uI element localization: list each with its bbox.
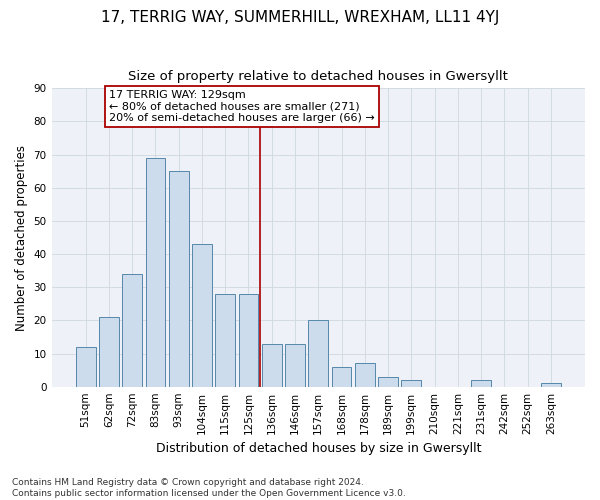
Bar [308,320,328,386]
Bar [122,274,142,386]
Bar [332,367,352,386]
Bar [355,364,374,386]
Text: 17 TERRIG WAY: 129sqm
← 80% of detached houses are smaller (271)
20% of semi-det: 17 TERRIG WAY: 129sqm ← 80% of detached … [109,90,374,123]
Bar [192,244,212,386]
Text: 17, TERRIG WAY, SUMMERHILL, WREXHAM, LL11 4YJ: 17, TERRIG WAY, SUMMERHILL, WREXHAM, LL1… [101,10,499,25]
X-axis label: Distribution of detached houses by size in Gwersyllt: Distribution of detached houses by size … [155,442,481,455]
Bar [76,347,95,387]
Bar [378,376,398,386]
Bar [99,317,119,386]
Title: Size of property relative to detached houses in Gwersyllt: Size of property relative to detached ho… [128,70,508,83]
Bar [285,344,305,386]
Bar [541,384,561,386]
Bar [215,294,235,386]
Bar [146,158,166,386]
Y-axis label: Number of detached properties: Number of detached properties [15,144,28,330]
Bar [169,171,188,386]
Text: Contains HM Land Registry data © Crown copyright and database right 2024.
Contai: Contains HM Land Registry data © Crown c… [12,478,406,498]
Bar [401,380,421,386]
Bar [471,380,491,386]
Bar [262,344,281,386]
Bar [239,294,259,386]
